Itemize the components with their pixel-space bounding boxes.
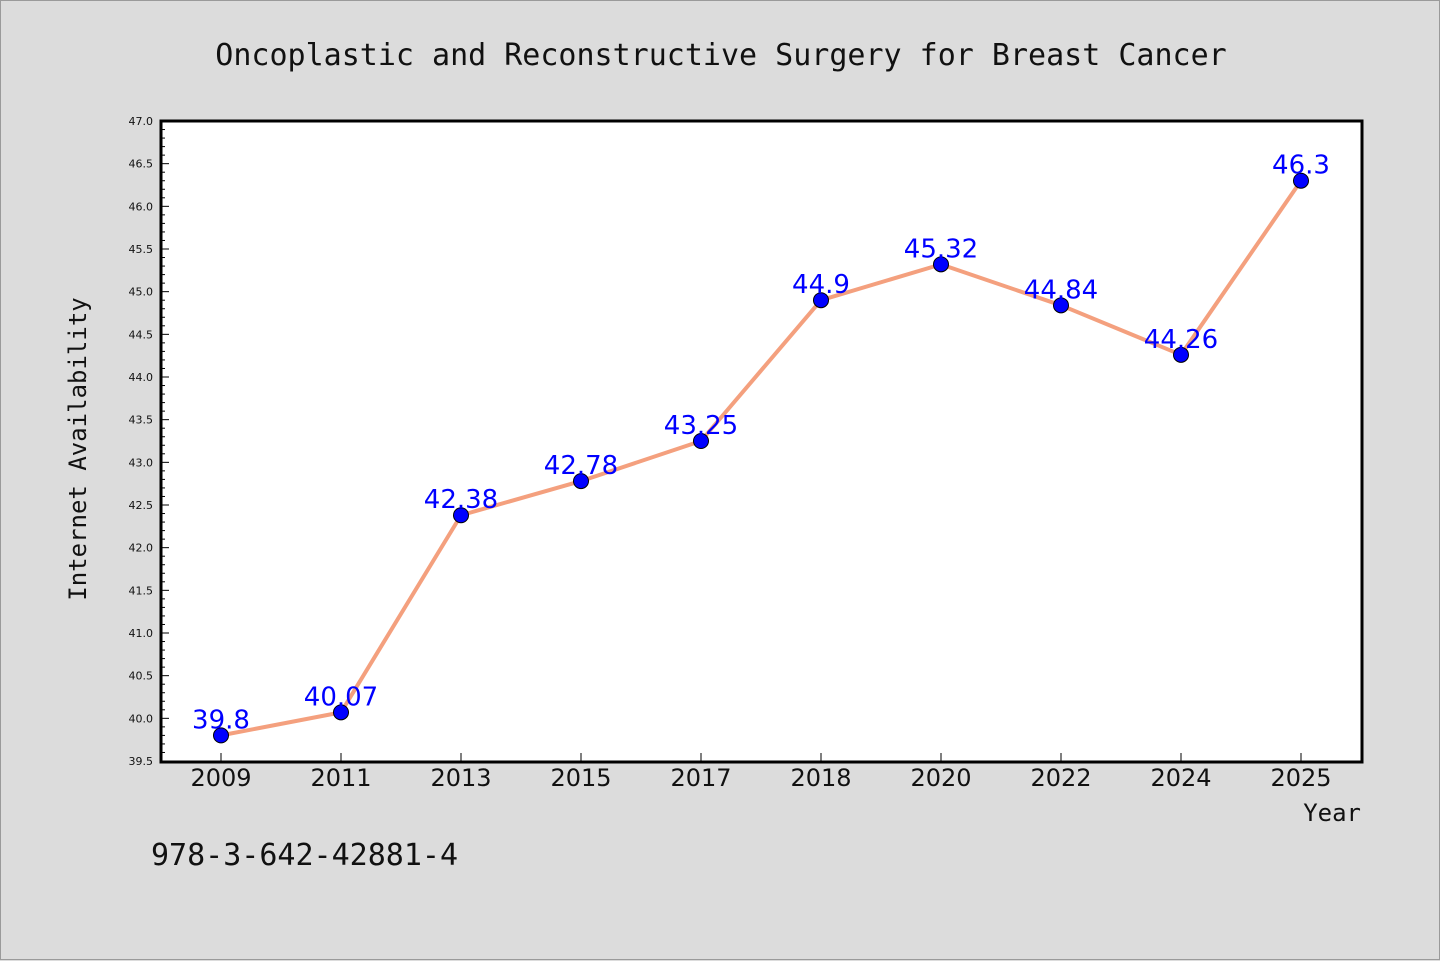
x-tick-label: 2020 xyxy=(910,764,971,792)
data-point xyxy=(453,507,469,524)
data-point xyxy=(213,727,229,744)
data-point xyxy=(693,433,709,449)
y-tick-label: 41.5 xyxy=(129,584,154,597)
data-label: 46.3 xyxy=(1272,151,1330,181)
series-polyline xyxy=(219,178,1303,738)
x-tick-label: 2025 xyxy=(1270,764,1331,792)
y-tick-label: 44.0 xyxy=(129,371,154,384)
data-label: 44.9 xyxy=(792,270,850,300)
data-point xyxy=(333,704,349,721)
data-labels: 39.8 40.07 42.38 42.78 43.25 44.9 45.32 44.84 44… xyxy=(192,151,1330,736)
data-label: 42.78 xyxy=(544,451,618,481)
data-label: 44.84 xyxy=(1024,275,1098,305)
data-point xyxy=(1053,297,1069,314)
plot-area xyxy=(159,119,1364,764)
x-axis-label: Year xyxy=(1303,799,1361,827)
data-point xyxy=(573,473,589,490)
y-tick-label: 46.5 xyxy=(129,158,154,171)
x-tick-label: 2022 xyxy=(1030,764,1091,792)
data-point xyxy=(1293,172,1309,189)
y-tick-label: 45.5 xyxy=(129,243,154,256)
data-label: 40.07 xyxy=(304,682,378,712)
x-tick-label: 2024 xyxy=(1150,764,1211,792)
y-axis-label: Internet Availability xyxy=(64,297,92,600)
y-tick-label: 46.0 xyxy=(129,200,154,213)
x-tick-label: 2009 xyxy=(190,764,251,792)
series-line xyxy=(213,172,1309,744)
x-axis: 2009 2011 2013 2015 2017 2018 2020 2022 2024 2025 xyxy=(190,753,1332,792)
data-label: 43.25 xyxy=(664,411,738,441)
data-label: 45.32 xyxy=(904,234,978,264)
data-point xyxy=(813,292,829,309)
y-tick-label: 44.5 xyxy=(129,328,154,341)
y-tick-label: 42.5 xyxy=(129,499,154,512)
y-tick-label: 45.0 xyxy=(129,286,154,299)
data-point xyxy=(1173,346,1189,363)
isbn-note: 978-3-642-42881-4 xyxy=(151,838,458,873)
data-label: 44.26 xyxy=(1144,325,1218,355)
data-label: 39.8 xyxy=(192,705,250,735)
data-point xyxy=(933,256,949,273)
y-tick-label: 42.0 xyxy=(129,542,154,555)
data-label: 42.38 xyxy=(424,485,498,515)
y-tick-label: 47.0 xyxy=(129,115,154,128)
y-tick-label: 43.5 xyxy=(129,414,154,427)
y-tick-label: 43.0 xyxy=(129,456,154,469)
y-axis: 39.5 40.0 40.5 41.0 41.5 42.0 42.5 43.0 43.5 44.0… xyxy=(129,115,169,768)
y-tick-label: 40.0 xyxy=(129,712,154,725)
y-tick-label: 41.0 xyxy=(129,627,154,640)
x-tick-label: 2011 xyxy=(310,764,371,792)
y-tick-label: 39.5 xyxy=(129,755,154,768)
x-tick-label: 2017 xyxy=(670,764,731,792)
x-tick-label: 2018 xyxy=(790,764,851,792)
y-tick-label: 40.5 xyxy=(129,670,154,683)
x-tick-label: 2015 xyxy=(550,764,611,792)
x-tick-label: 2013 xyxy=(430,764,491,792)
chart-title: Oncoplastic and Reconstructive Surgery f… xyxy=(215,38,1226,73)
